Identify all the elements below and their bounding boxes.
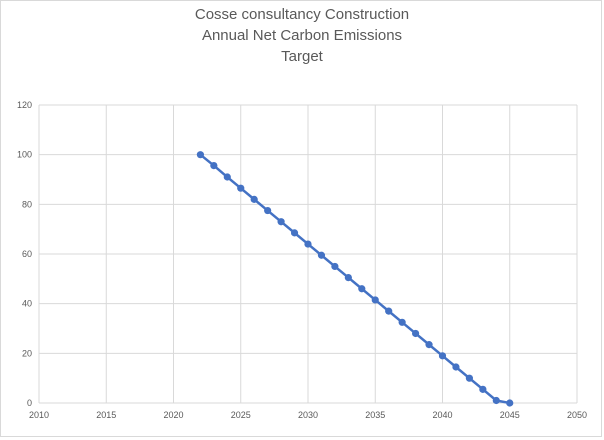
data-point xyxy=(506,399,514,407)
y-tick-label: 100 xyxy=(17,150,32,160)
data-point xyxy=(196,151,204,159)
data-point xyxy=(358,285,366,293)
data-point xyxy=(223,173,231,181)
y-tick-label: 60 xyxy=(22,249,32,259)
series-layer xyxy=(196,151,514,407)
data-point xyxy=(492,396,500,405)
x-tick-label: 2010 xyxy=(29,410,49,420)
x-tick-label: 2025 xyxy=(231,410,251,420)
y-tick-label: 80 xyxy=(22,199,32,209)
chart-title-line-3: Target xyxy=(281,48,323,65)
y-tick-label: 20 xyxy=(22,348,32,358)
data-point xyxy=(331,262,339,271)
x-tick-label: 2050 xyxy=(567,410,587,420)
series-line xyxy=(199,153,511,405)
chart-title: Cosse consultancy Construction Annual Ne… xyxy=(0,4,604,67)
y-tick-label: 0 xyxy=(27,398,32,408)
data-point xyxy=(250,195,258,203)
data-point xyxy=(412,329,420,338)
data-point xyxy=(210,161,218,170)
x-tick-label: 2040 xyxy=(432,410,452,420)
data-point xyxy=(398,318,406,326)
y-tick-label: 120 xyxy=(17,100,32,110)
data-point xyxy=(465,374,473,382)
data-point xyxy=(277,218,285,226)
data-point xyxy=(371,296,379,304)
x-tick-label: 2020 xyxy=(163,410,183,420)
data-point xyxy=(290,229,299,237)
x-tick-label: 2015 xyxy=(96,410,116,420)
x-tick-label: 2035 xyxy=(365,410,385,420)
data-point xyxy=(237,184,245,192)
x-tick-label: 2030 xyxy=(298,410,318,420)
data-point xyxy=(438,352,447,360)
data-point xyxy=(304,240,312,248)
grid-layer xyxy=(38,104,578,404)
data-point xyxy=(425,341,433,349)
data-point xyxy=(452,363,460,371)
data-point xyxy=(344,273,352,282)
y-tick-label: 40 xyxy=(22,299,32,309)
chart-title-line-1: Cosse consultancy Construction xyxy=(194,6,410,23)
chart-title-line-2: Annual Net Carbon Emissions xyxy=(201,27,403,44)
x-tick-label: 2045 xyxy=(500,410,520,420)
data-point xyxy=(264,206,272,215)
data-point xyxy=(317,251,326,259)
data-point xyxy=(385,307,393,315)
data-point xyxy=(479,385,487,393)
